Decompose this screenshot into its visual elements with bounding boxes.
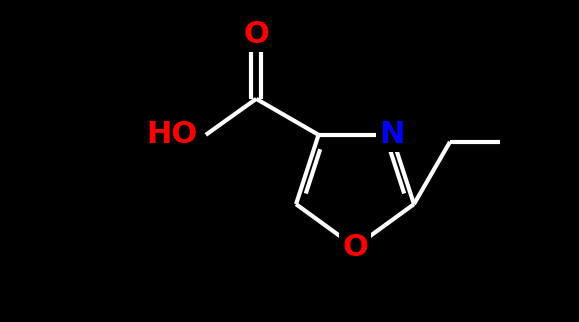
Text: O: O <box>243 20 269 49</box>
Text: N: N <box>379 120 404 149</box>
Text: HO: HO <box>146 120 198 149</box>
Text: O: O <box>342 232 368 261</box>
